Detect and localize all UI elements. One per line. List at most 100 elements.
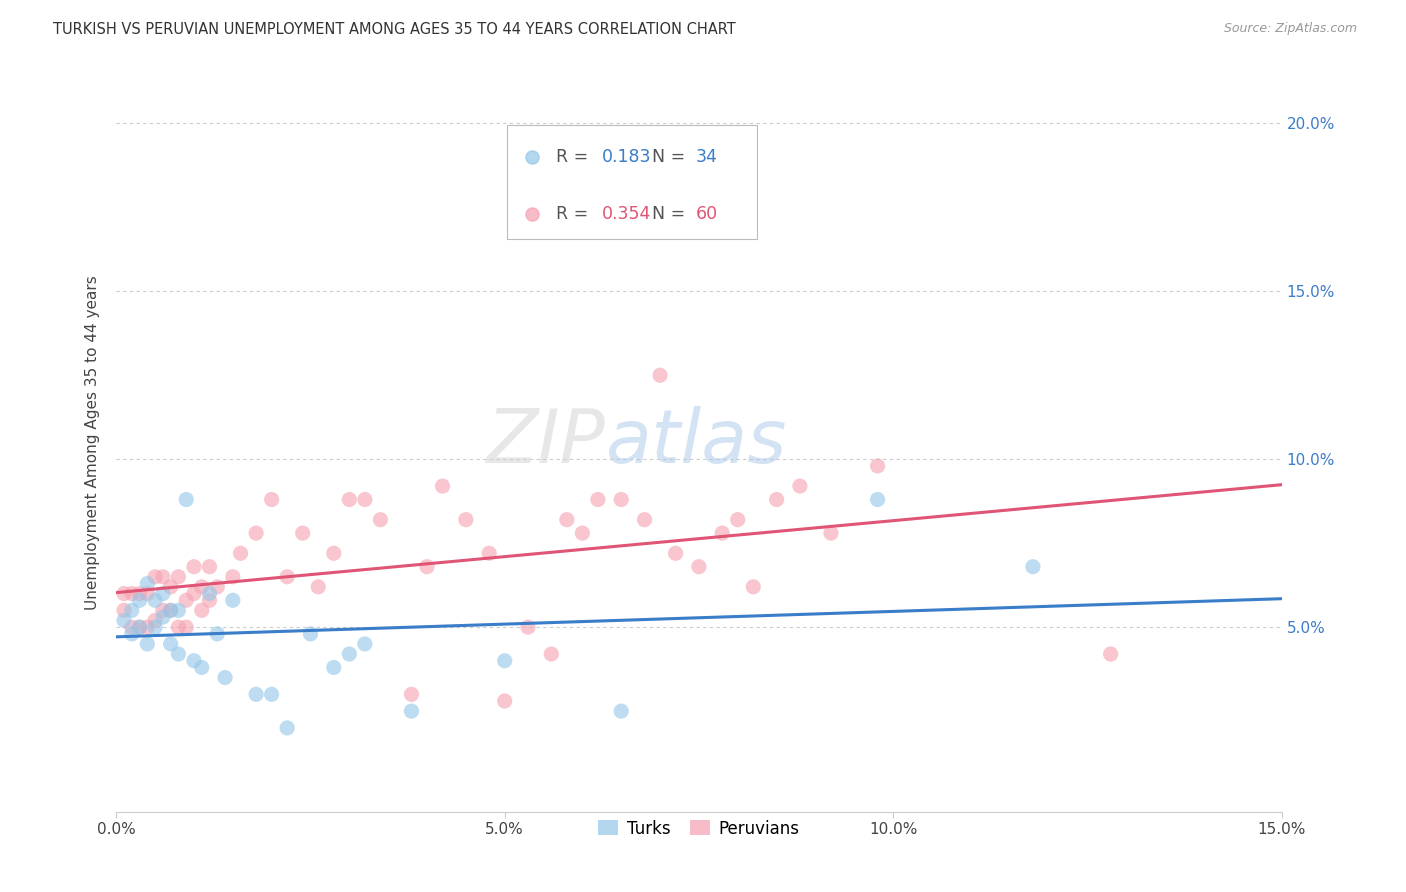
- Point: [174, 620, 197, 634]
- Point: [183, 586, 205, 600]
- Point: [159, 603, 181, 617]
- Point: [820, 526, 842, 541]
- Point: [354, 637, 377, 651]
- Point: [190, 603, 212, 617]
- Point: [198, 593, 221, 607]
- Point: [159, 637, 181, 651]
- Point: [727, 513, 749, 527]
- Point: [866, 492, 889, 507]
- Point: [167, 647, 190, 661]
- Point: [260, 687, 283, 701]
- Point: [688, 559, 710, 574]
- Point: [337, 647, 360, 661]
- Point: [136, 586, 159, 600]
- Point: [555, 513, 578, 527]
- Text: R =: R =: [555, 205, 593, 223]
- Point: [128, 593, 150, 607]
- Point: [214, 671, 236, 685]
- Text: 0.183: 0.183: [602, 148, 652, 166]
- Point: [128, 620, 150, 634]
- Point: [121, 586, 143, 600]
- Point: [540, 647, 562, 661]
- Point: [416, 559, 439, 574]
- Point: [307, 580, 329, 594]
- Point: [866, 458, 889, 473]
- Text: N =: N =: [652, 205, 690, 223]
- Point: [159, 603, 181, 617]
- Point: [478, 546, 501, 560]
- Point: [789, 479, 811, 493]
- Point: [517, 620, 540, 634]
- Point: [183, 559, 205, 574]
- Point: [276, 570, 298, 584]
- Point: [128, 620, 150, 634]
- Point: [174, 593, 197, 607]
- Point: [354, 492, 377, 507]
- Point: [167, 570, 190, 584]
- Text: N =: N =: [652, 148, 690, 166]
- Point: [494, 654, 516, 668]
- Text: 34: 34: [696, 148, 717, 166]
- Point: [571, 526, 593, 541]
- Point: [143, 614, 166, 628]
- Point: [401, 687, 423, 701]
- Point: [198, 559, 221, 574]
- Point: [136, 620, 159, 634]
- Point: [610, 704, 633, 718]
- Point: [143, 570, 166, 584]
- Point: [143, 620, 166, 634]
- Point: [370, 513, 392, 527]
- Point: [112, 603, 135, 617]
- Point: [610, 492, 633, 507]
- Point: [633, 513, 655, 527]
- Point: [207, 580, 229, 594]
- Point: [152, 586, 174, 600]
- Point: [742, 580, 765, 594]
- Point: [401, 704, 423, 718]
- Point: [190, 660, 212, 674]
- Point: [198, 586, 221, 600]
- Point: [190, 580, 212, 594]
- Point: [229, 546, 252, 560]
- Text: 0.354: 0.354: [602, 205, 651, 223]
- Point: [245, 687, 267, 701]
- Point: [222, 570, 245, 584]
- FancyBboxPatch shape: [506, 125, 758, 239]
- Point: [322, 660, 344, 674]
- Point: [136, 576, 159, 591]
- Point: [494, 694, 516, 708]
- Point: [183, 654, 205, 668]
- Point: [174, 492, 197, 507]
- Text: 60: 60: [696, 205, 717, 223]
- Point: [152, 610, 174, 624]
- Point: [276, 721, 298, 735]
- Legend: Turks, Peruvians: Turks, Peruvians: [592, 813, 806, 844]
- Point: [765, 492, 787, 507]
- Point: [299, 627, 322, 641]
- Point: [711, 526, 734, 541]
- Point: [432, 479, 454, 493]
- Point: [1022, 559, 1045, 574]
- Point: [207, 627, 229, 641]
- Point: [143, 593, 166, 607]
- Point: [1099, 647, 1122, 661]
- Point: [245, 526, 267, 541]
- Point: [152, 603, 174, 617]
- Point: [291, 526, 314, 541]
- Point: [159, 580, 181, 594]
- Point: [167, 620, 190, 634]
- Point: [152, 570, 174, 584]
- Text: TURKISH VS PERUVIAN UNEMPLOYMENT AMONG AGES 35 TO 44 YEARS CORRELATION CHART: TURKISH VS PERUVIAN UNEMPLOYMENT AMONG A…: [53, 22, 737, 37]
- Point: [665, 546, 688, 560]
- Point: [136, 637, 159, 651]
- Point: [322, 546, 344, 560]
- Point: [648, 368, 671, 383]
- Point: [454, 513, 477, 527]
- Point: [260, 492, 283, 507]
- Point: [167, 603, 190, 617]
- Point: [121, 620, 143, 634]
- Point: [586, 492, 609, 507]
- Text: ZIP: ZIP: [486, 407, 606, 478]
- Text: atlas: atlas: [606, 407, 787, 478]
- Point: [121, 603, 143, 617]
